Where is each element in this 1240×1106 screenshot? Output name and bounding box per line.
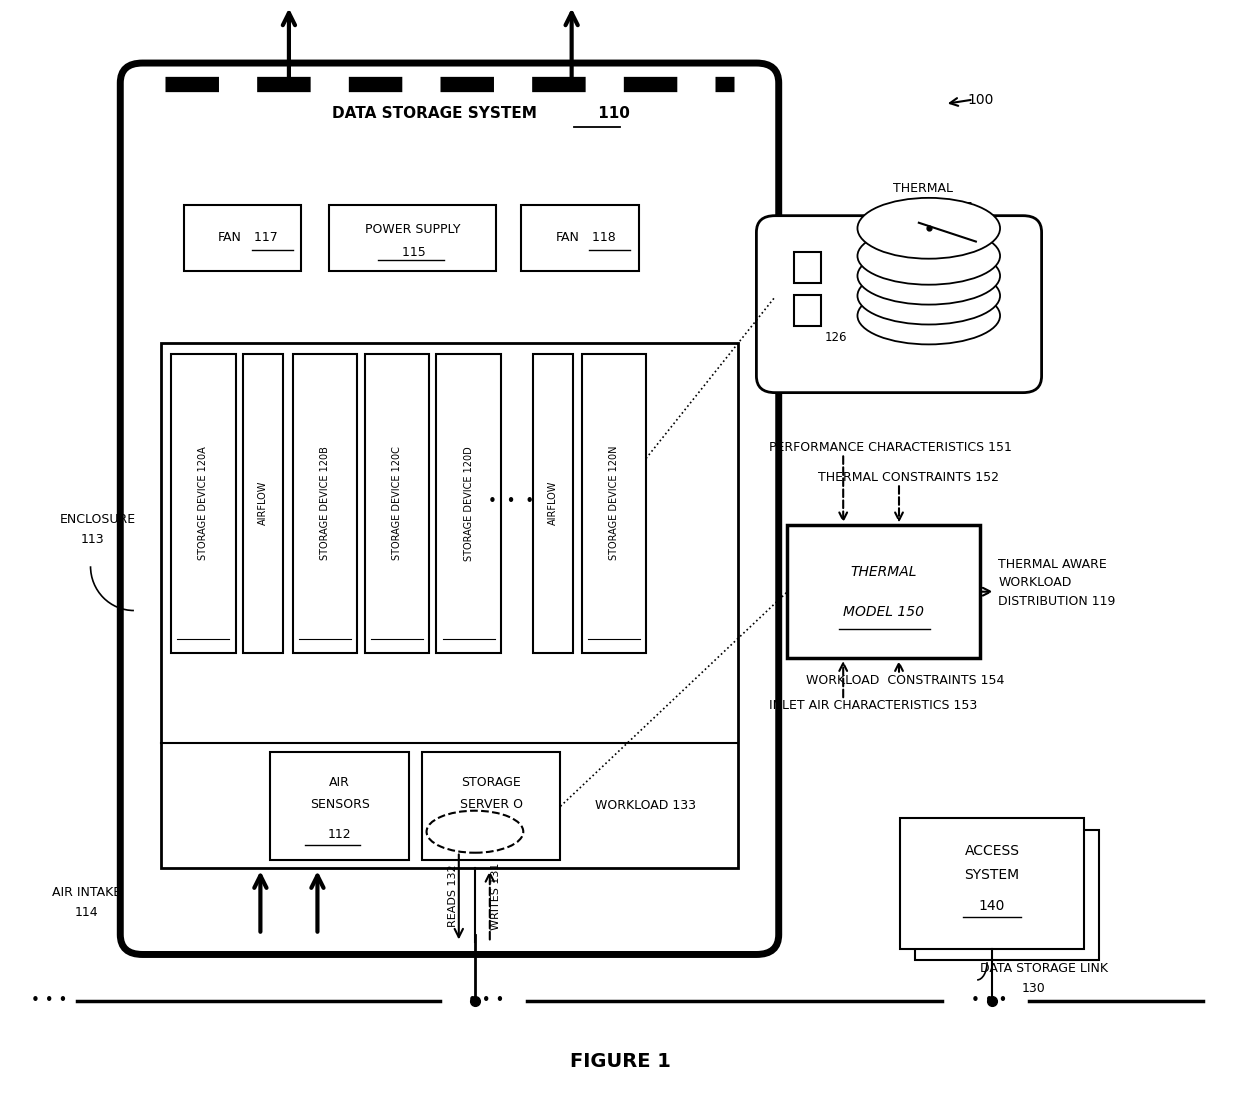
Text: THERMAL: THERMAL bbox=[893, 181, 952, 195]
Text: • • •: • • • bbox=[467, 993, 505, 1009]
Bar bbox=[270, 752, 409, 860]
Text: 110: 110 bbox=[593, 106, 630, 122]
Text: 117: 117 bbox=[250, 231, 278, 244]
Text: POWER SUPPLY: POWER SUPPLY bbox=[365, 223, 460, 237]
Text: 100: 100 bbox=[967, 93, 993, 106]
Bar bbox=[422, 752, 560, 860]
Text: WORKLOAD 133: WORKLOAD 133 bbox=[595, 799, 696, 812]
Bar bbox=[915, 830, 1099, 960]
Text: AIR: AIR bbox=[330, 776, 350, 789]
Text: • • •: • • • bbox=[971, 993, 1008, 1009]
Text: SENSORS: SENSORS bbox=[310, 797, 370, 811]
Text: • • •: • • • bbox=[31, 993, 68, 1009]
Text: STORAGE DEVICE 120D: STORAGE DEVICE 120D bbox=[464, 446, 474, 561]
Text: WRITES 131: WRITES 131 bbox=[491, 863, 501, 929]
Text: THERMAL: THERMAL bbox=[851, 565, 916, 578]
Bar bbox=[161, 343, 738, 868]
Bar bbox=[533, 354, 573, 653]
Text: SYSTEM: SYSTEM bbox=[965, 868, 1019, 881]
Text: STORAGE DEVICE 120N: STORAGE DEVICE 120N bbox=[609, 446, 619, 561]
Text: THERMAL AWARE: THERMAL AWARE bbox=[998, 557, 1107, 571]
Text: ACCESS: ACCESS bbox=[965, 844, 1019, 857]
Text: 130: 130 bbox=[1022, 982, 1045, 995]
Text: 113: 113 bbox=[81, 533, 104, 546]
Ellipse shape bbox=[427, 811, 523, 853]
Text: PERFORMANCE CHARACTERISTICS 151: PERFORMANCE CHARACTERISTICS 151 bbox=[769, 441, 1012, 455]
Text: STORAGE DEVICE 120C: STORAGE DEVICE 120C bbox=[392, 447, 402, 560]
Text: DATA STORAGE LINK: DATA STORAGE LINK bbox=[980, 962, 1107, 975]
Text: 112: 112 bbox=[327, 828, 352, 841]
Text: 114: 114 bbox=[74, 906, 98, 919]
Ellipse shape bbox=[858, 247, 999, 304]
Bar bbox=[171, 354, 236, 653]
Bar bbox=[900, 818, 1084, 949]
FancyBboxPatch shape bbox=[756, 216, 1042, 393]
Text: DISTRIBUTION 119: DISTRIBUTION 119 bbox=[998, 595, 1116, 608]
Text: 140: 140 bbox=[978, 899, 1006, 912]
Bar bbox=[243, 354, 283, 653]
Bar bbox=[582, 354, 646, 653]
Text: WORKLOAD: WORKLOAD bbox=[998, 576, 1071, 589]
Text: FAN: FAN bbox=[556, 231, 579, 244]
Ellipse shape bbox=[858, 286, 999, 344]
Text: SENSOR 127: SENSOR 127 bbox=[893, 201, 972, 215]
Text: READS 132: READS 132 bbox=[448, 865, 458, 927]
Text: AIRFLOW: AIRFLOW bbox=[258, 481, 268, 525]
Text: 115: 115 bbox=[398, 246, 427, 259]
Text: AIRFLOW: AIRFLOW bbox=[548, 481, 558, 525]
Bar bbox=[521, 205, 639, 271]
Bar bbox=[794, 251, 821, 282]
Bar bbox=[365, 354, 429, 653]
Text: 125: 125 bbox=[903, 208, 925, 220]
Bar bbox=[787, 525, 980, 658]
Text: STORAGE DEVICE 120B: STORAGE DEVICE 120B bbox=[320, 447, 330, 560]
Text: DATA STORAGE SYSTEM: DATA STORAGE SYSTEM bbox=[331, 106, 537, 122]
Bar bbox=[329, 205, 496, 271]
FancyBboxPatch shape bbox=[120, 63, 779, 954]
Text: FAN: FAN bbox=[218, 231, 242, 244]
Text: •  •  •: • • • bbox=[487, 493, 534, 509]
Text: INLET AIR CHARACTERISTICS 153: INLET AIR CHARACTERISTICS 153 bbox=[769, 699, 977, 712]
Text: 118: 118 bbox=[588, 231, 615, 244]
Bar bbox=[293, 354, 357, 653]
Bar bbox=[794, 294, 821, 325]
Text: STORAGE DEVICE 120A: STORAGE DEVICE 120A bbox=[198, 447, 208, 560]
Bar bbox=[436, 354, 501, 653]
Text: AIR INTAKE: AIR INTAKE bbox=[52, 886, 122, 899]
Ellipse shape bbox=[858, 198, 999, 259]
Ellipse shape bbox=[858, 227, 999, 284]
Ellipse shape bbox=[858, 267, 999, 324]
Text: FIGURE 1: FIGURE 1 bbox=[569, 1052, 671, 1072]
Text: THERMAL CONSTRAINTS 152: THERMAL CONSTRAINTS 152 bbox=[818, 471, 999, 484]
Text: 126: 126 bbox=[825, 332, 847, 344]
Text: STORAGE: STORAGE bbox=[461, 776, 521, 789]
Text: MODEL 150: MODEL 150 bbox=[843, 605, 924, 618]
Bar bbox=[184, 205, 301, 271]
Text: SERVER O: SERVER O bbox=[460, 797, 522, 811]
Text: WORKLOAD  CONSTRAINTS 154: WORKLOAD CONSTRAINTS 154 bbox=[806, 674, 1004, 687]
Text: 111: 111 bbox=[479, 828, 503, 841]
Text: ENCLOSURE: ENCLOSURE bbox=[60, 513, 135, 526]
